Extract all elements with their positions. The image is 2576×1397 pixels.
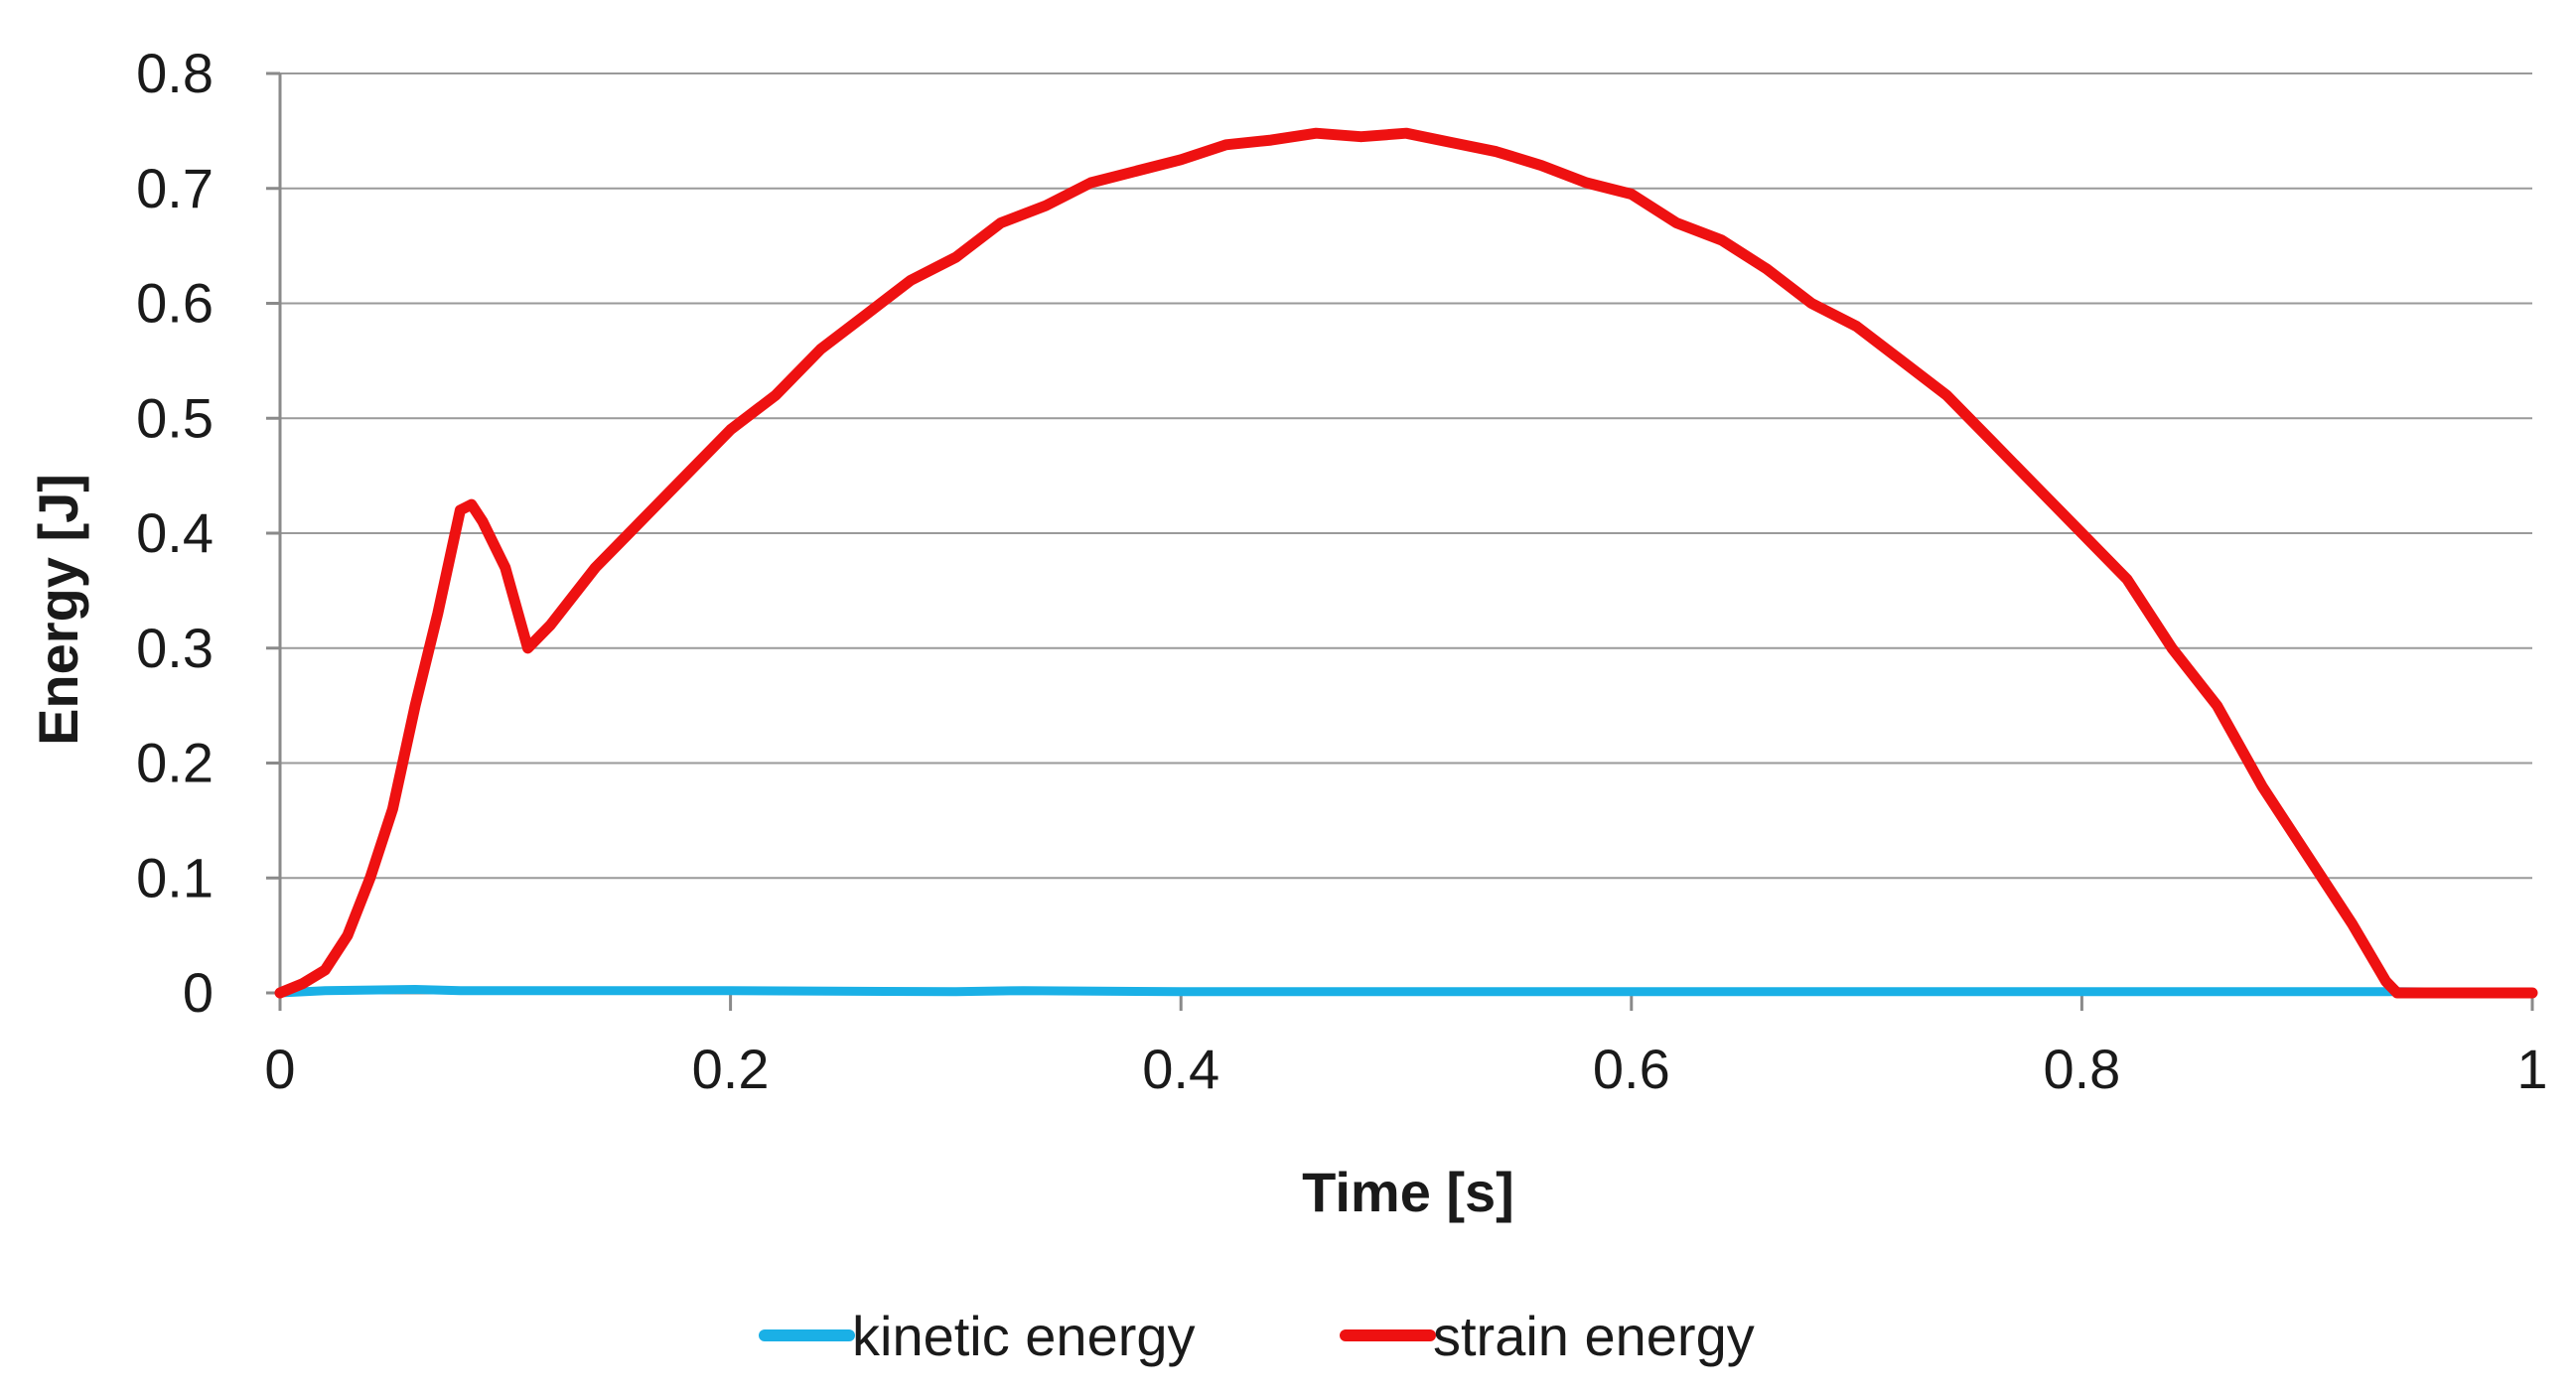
- y-axis-title: Energy [J]: [27, 474, 89, 746]
- y-tick-label: 0.3: [136, 617, 214, 679]
- x-tick-label: 0.4: [1142, 1038, 1219, 1100]
- grid-lines: [280, 72, 2532, 880]
- y-tick-labels: 0 0.1 0.2 0.3 0.4 0.5 0.6 0.7 0.8: [136, 42, 214, 1024]
- strain-energy-line: [274, 127, 2538, 999]
- x-tick-label: 0: [264, 1038, 295, 1100]
- y-tick-label: 0.8: [136, 42, 214, 104]
- legend: kinetic energy strain energy: [759, 1305, 1755, 1367]
- axes: [266, 71, 2534, 1011]
- y-tick-label: 0.4: [136, 501, 214, 564]
- legend-label-strain: strain energy: [1433, 1305, 1755, 1367]
- x-tick-labels: 0 0.2 0.4 0.6 0.8 1: [264, 1038, 2547, 1100]
- y-tick-label: 0.7: [136, 157, 214, 219]
- data-series: [274, 127, 2538, 999]
- x-tick-label: 0.6: [1593, 1038, 1670, 1100]
- y-tick-label: 0.6: [136, 272, 214, 335]
- y-tick-label: 0: [183, 961, 214, 1024]
- y-tick-label: 0.5: [136, 386, 214, 449]
- y-tick-label: 0.2: [136, 732, 214, 794]
- x-tick-label: 0.2: [692, 1038, 770, 1100]
- x-axis-title: Time [s]: [1302, 1161, 1514, 1223]
- x-tick-label: 1: [2516, 1038, 2547, 1100]
- legend-label-kinetic: kinetic energy: [852, 1305, 1196, 1367]
- kinetic-energy-line: [275, 985, 2537, 998]
- y-tick-label: 0.1: [136, 846, 214, 908]
- x-tick-label: 0.8: [2043, 1038, 2120, 1100]
